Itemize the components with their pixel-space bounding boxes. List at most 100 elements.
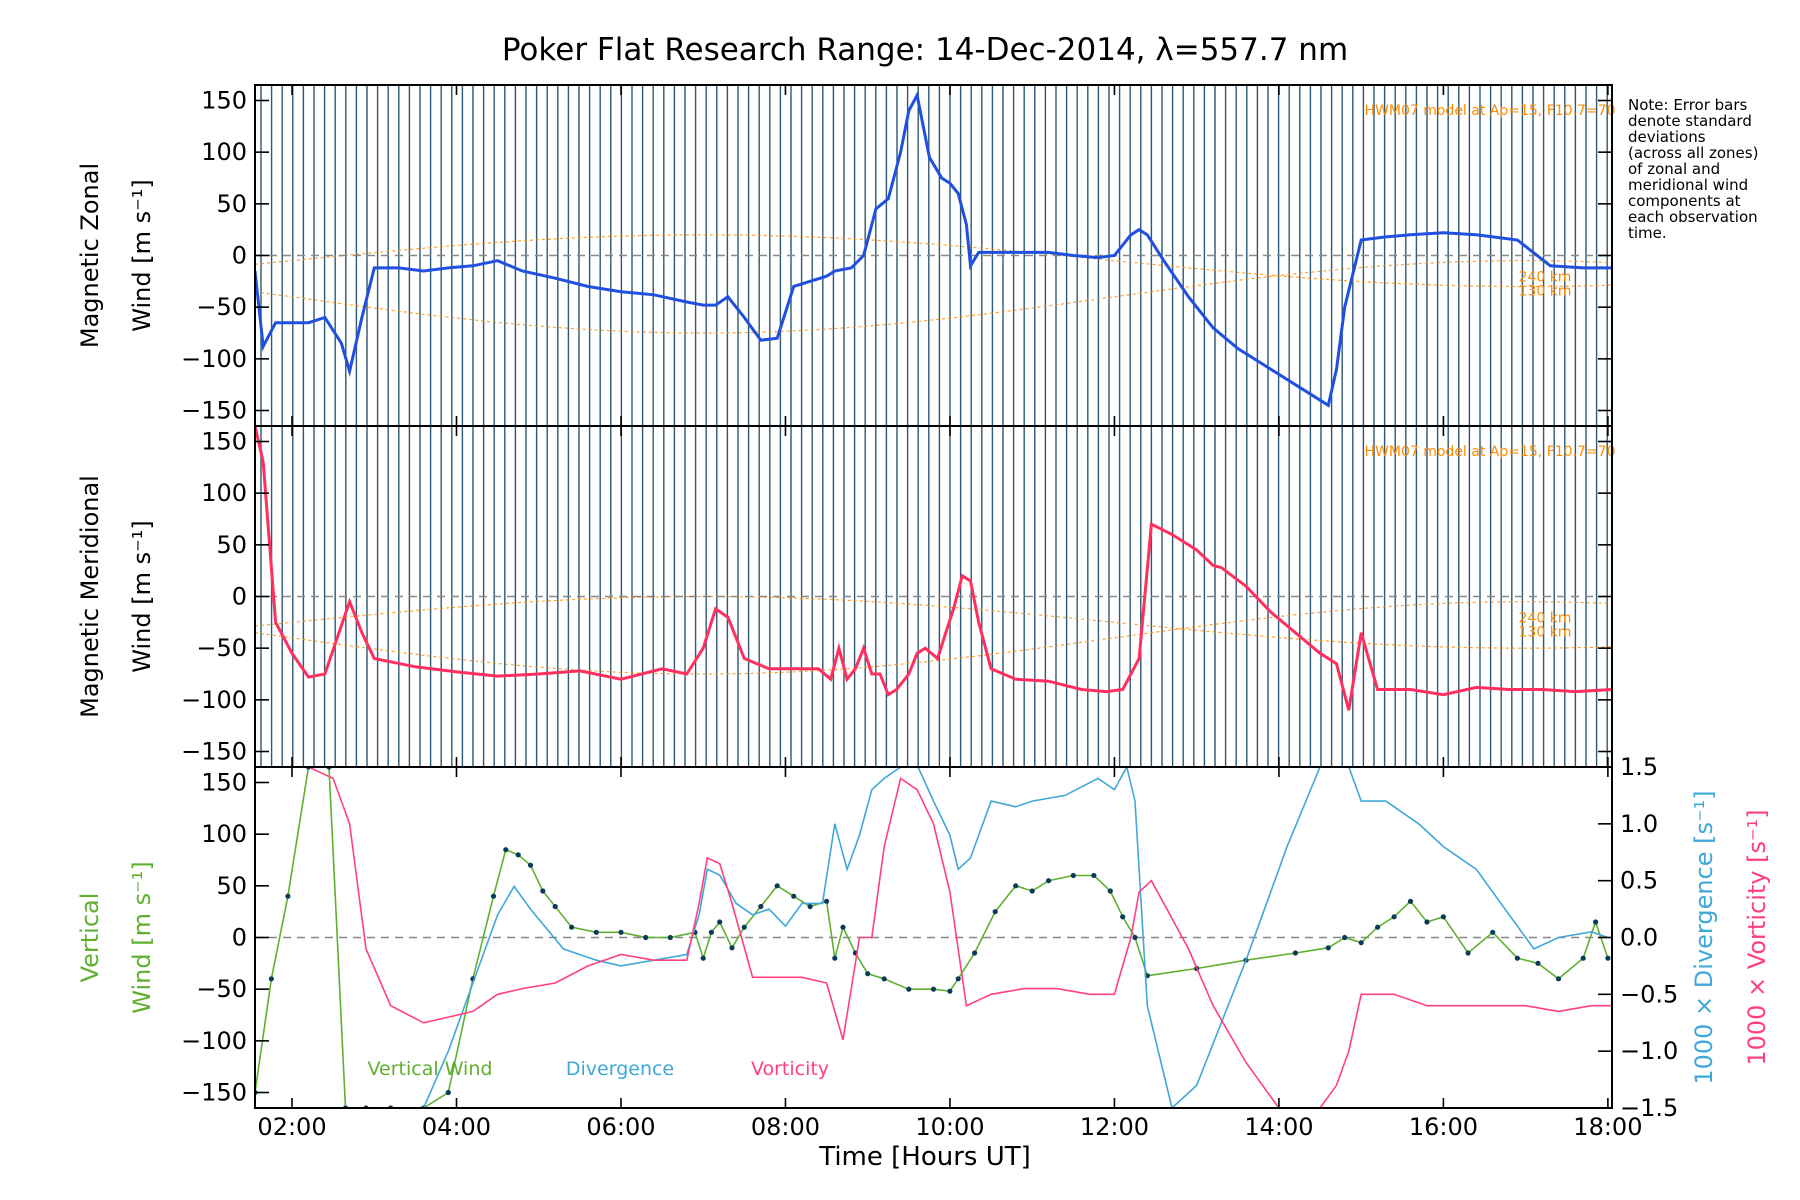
vertical-wind-point (643, 934, 649, 941)
right-axis-title-vorticity: 1000 × Vorticity [s⁻¹] (1743, 809, 1771, 1065)
vertical-wind-point (569, 924, 575, 930)
panel-plot-area (255, 85, 1612, 426)
vertical-wind-point (1407, 898, 1414, 904)
vertical-wind-point (906, 986, 912, 992)
series-line-panel2 (255, 426, 1612, 711)
right-tick-label: −1.5 (1620, 1094, 1678, 1122)
vertical-wind-point (774, 883, 780, 889)
x-tick-label: 02:00 (257, 1113, 326, 1141)
vertical-wind-point (1514, 955, 1520, 961)
y-tick-label: −50 (196, 634, 247, 662)
vertical-wind-point (729, 945, 735, 951)
right-tick-label: 1.0 (1620, 810, 1658, 838)
vertical-wind-point (1424, 919, 1430, 925)
y-tick-label: −100 (181, 686, 247, 714)
x-tick-label: 14:00 (1244, 1113, 1313, 1141)
y-tick-label: 50 (216, 872, 247, 900)
vertical-wind-point (791, 893, 797, 899)
vertical-wind-point (1535, 960, 1541, 966)
vertical-wind-point (1490, 929, 1496, 935)
y-axis-title-line1: Magnetic Meridional (76, 475, 104, 718)
model-curve (255, 260, 1612, 334)
note-line: deviations (1628, 128, 1706, 146)
vertical-wind-point (1029, 888, 1035, 894)
x-tick-label: 16:00 (1409, 1113, 1478, 1141)
y-tick-label: 150 (201, 428, 247, 456)
model-curve (255, 595, 1612, 649)
x-tick-label: 10:00 (915, 1113, 984, 1141)
note-line: denote standard (1628, 112, 1752, 130)
vertical-wind-point (1132, 934, 1138, 941)
y-tick-label: 100 (201, 820, 247, 848)
vertical-wind-point (527, 862, 534, 868)
vertical-wind-point (503, 847, 509, 853)
x-tick-label: 12:00 (1080, 1113, 1149, 1141)
x-axis-title: Time [Hours UT] (818, 1142, 1031, 1172)
y-axis-title-line2: Wind [m s⁻¹] (128, 520, 156, 672)
vertical-wind-point (1375, 924, 1381, 930)
right-tick-label: −1.0 (1620, 1037, 1678, 1065)
note-line: of zonal and (1628, 160, 1720, 178)
y-tick-label: 100 (201, 138, 247, 166)
altitude-label: 240 km (1519, 610, 1572, 626)
y-axis-title-line2: Wind [m s⁻¹] (128, 179, 156, 331)
vertical-wind-point (540, 888, 546, 894)
chart-title: Poker Flat Research Range: 14-Dec-2014, … (502, 32, 1348, 68)
vertical-wind-point (992, 909, 998, 915)
legend-item-divergence: Divergence (566, 1058, 674, 1080)
vertical-wind-point (1107, 888, 1113, 894)
series-line-vorticity (255, 767, 1612, 1108)
altitude-label: 130 km (1519, 624, 1572, 640)
note-line: time. (1628, 224, 1667, 242)
series-line-divergence (422, 767, 1609, 1108)
legend-item-vorticity: Vorticity (751, 1058, 829, 1080)
altitude-label: 130 km (1519, 283, 1572, 299)
y-tick-label: −100 (181, 1027, 247, 1055)
vertical-wind-point (445, 1089, 451, 1096)
note-line: meridional wind (1628, 176, 1748, 194)
vertical-wind-point (840, 924, 846, 930)
panel-1: HWM07 model at Ap=15, F10.7=70 240 km130 … (76, 84, 1615, 427)
y-axis-title-line2: Wind [m s⁻¹] (128, 861, 156, 1013)
vertical-wind-point (717, 919, 723, 925)
vertical-wind-point (1555, 976, 1562, 982)
panel-3: −150 −100 −50 0 50 100 150 Vertical Wind [m s⁻¹]… (76, 753, 1771, 1122)
x-tick-label: 06:00 (586, 1113, 655, 1141)
vertical-wind-point (1358, 940, 1364, 946)
note-line: (across all zones) (1628, 144, 1758, 162)
vertical-wind-point (268, 976, 274, 982)
y-tick-label: −50 (196, 293, 247, 321)
vertical-wind-point (1091, 872, 1097, 879)
y-tick-label: −150 (181, 397, 247, 425)
model-curves (255, 234, 1612, 334)
vertical-wind-point (741, 924, 747, 930)
vertical-wind-point (1580, 955, 1586, 961)
y-tick-label: −150 (181, 1079, 247, 1107)
right-tick-label: 0.5 (1620, 867, 1658, 895)
y-tick-label: 0 (232, 242, 247, 270)
vertical-wind-point (1342, 934, 1348, 941)
y-tick-label: 0 (232, 583, 247, 611)
right-tick-label: 0.0 (1620, 924, 1658, 952)
y-tick-label: 150 (201, 87, 247, 115)
vertical-wind-point (1120, 914, 1126, 920)
note-line: Note: Error bars (1628, 96, 1748, 114)
vertical-wind-point (1013, 883, 1019, 889)
model-label: HWM07 model at Ap=15, F10.7=70 (1365, 444, 1616, 460)
vertical-wind-point (285, 893, 291, 899)
y-tick-label: 50 (216, 190, 247, 218)
vertical-wind-point (1325, 945, 1331, 951)
vertical-wind-point (700, 955, 706, 961)
vertical-wind-point (832, 955, 838, 961)
vertical-wind-point (667, 934, 673, 941)
vertical-wind-point (1605, 955, 1611, 961)
vertical-wind-point (947, 988, 953, 994)
x-axis-ticks: 02:00 04:00 06:00 08:00 10:00 12:00 14:00 16:00… (257, 85, 1642, 1141)
panel-plot-area (255, 767, 1612, 1108)
vertical-wind-point (881, 976, 887, 982)
y-tick-label: −150 (181, 738, 247, 766)
note-line: each observation (1628, 208, 1758, 226)
y-tick-label: 100 (201, 479, 247, 507)
series-line-panel1 (255, 90, 1612, 408)
